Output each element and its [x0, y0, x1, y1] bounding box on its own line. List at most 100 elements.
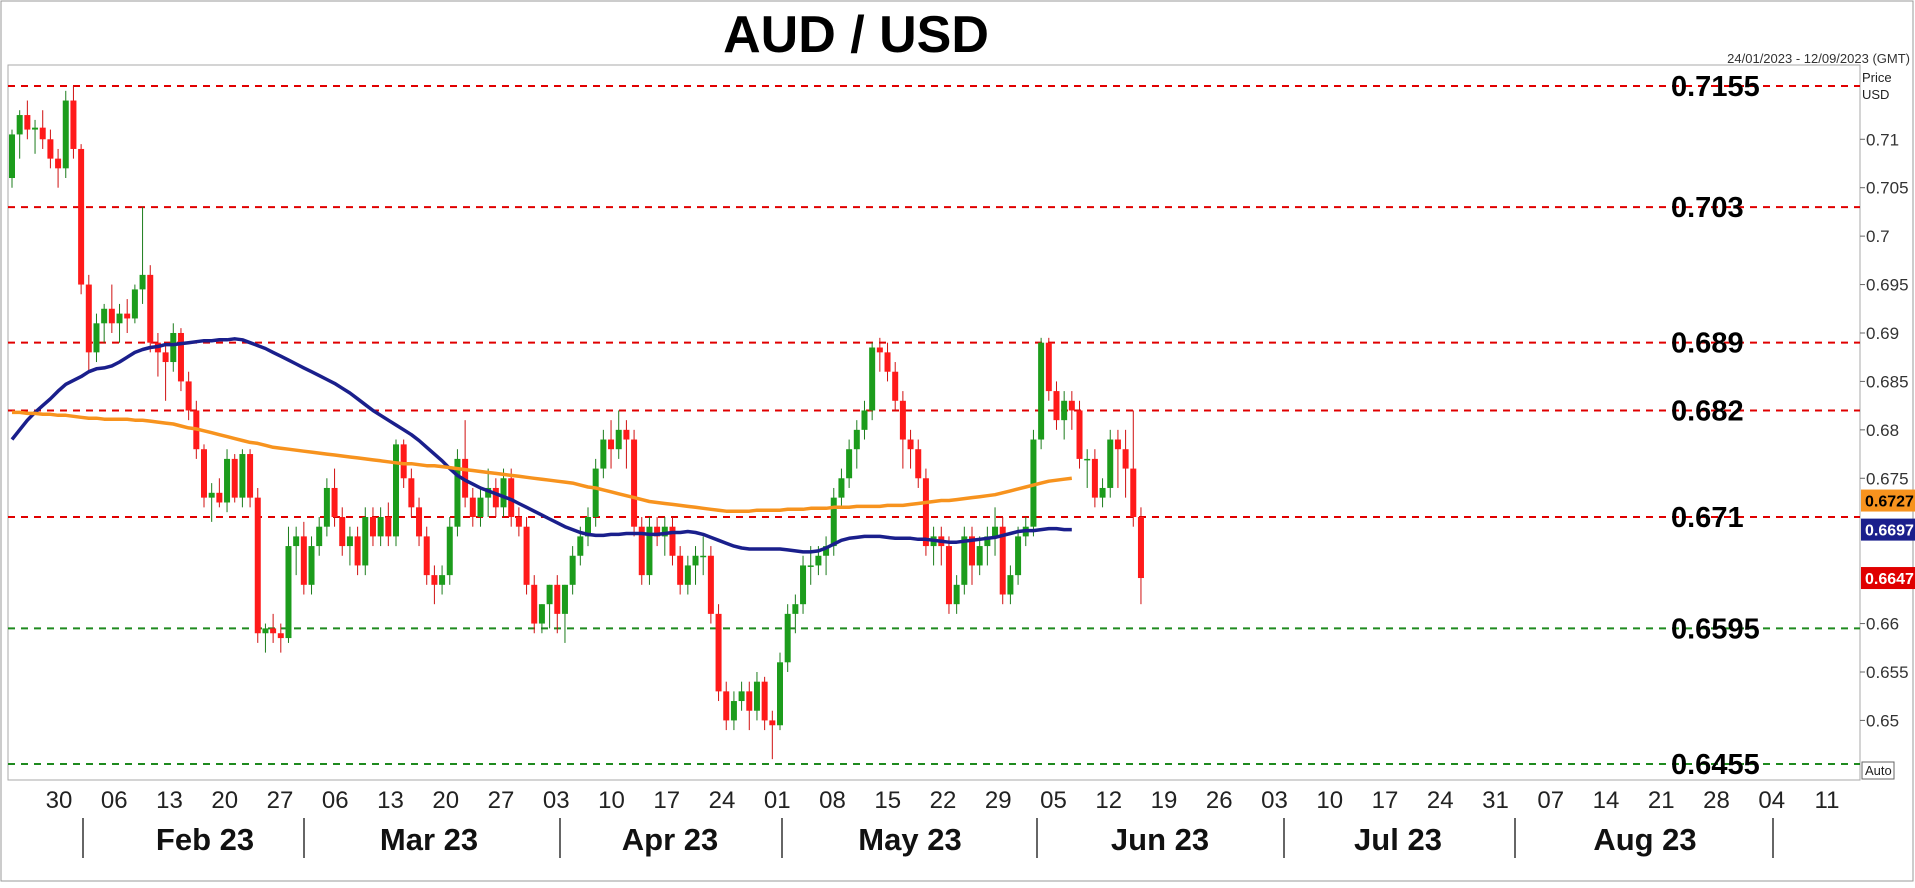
x-day-tick-23: 10 [1316, 787, 1343, 814]
candle-body [953, 584, 960, 605]
candle-body [454, 458, 461, 527]
candle-body [1030, 439, 1037, 527]
candle-body [423, 536, 430, 576]
chart-title: AUD / USD [723, 6, 989, 64]
candle-body [730, 701, 737, 721]
candle-body [439, 575, 446, 585]
candle-body [1068, 400, 1075, 411]
ma-line-fast [10, 337, 1072, 554]
candle-body [969, 536, 975, 566]
candle-body [669, 526, 676, 556]
candle-body [761, 681, 768, 721]
candle-body [339, 517, 346, 547]
candle-body [162, 352, 169, 363]
candle-body [239, 454, 246, 498]
x-day-tick-28: 14 [1593, 787, 1620, 814]
candle-body [546, 584, 553, 605]
y-tick-label-7: 0.675 [1866, 469, 1909, 488]
x-day-tick-29: 21 [1648, 787, 1675, 814]
candle-body [93, 323, 100, 353]
candle-body [838, 478, 845, 498]
x-day-tick-15: 15 [874, 787, 901, 814]
candle-body [792, 604, 799, 614]
candle-body [500, 478, 507, 508]
price-tag-box-0 [1861, 489, 1915, 512]
candle-body [1114, 439, 1121, 450]
candle-body [124, 313, 131, 319]
candle-body [477, 497, 484, 518]
candle-body [600, 439, 607, 469]
candle-body [55, 158, 62, 169]
candle-body [208, 492, 215, 498]
candle-body [431, 575, 438, 585]
candle-body [62, 100, 69, 169]
candle-body [869, 347, 876, 411]
x-month-label-4: Jun 23 [1111, 822, 1209, 857]
price-tag-label-2: 0.6647 [1865, 571, 1914, 588]
candle-body [32, 127, 39, 130]
candle-body [323, 487, 330, 527]
candle-body [1084, 458, 1091, 461]
level-label-1: 0.703 [1671, 192, 1744, 224]
candle-body [853, 429, 860, 450]
candle-body [1107, 439, 1114, 488]
auto-button[interactable] [1861, 761, 1895, 780]
candle-body [247, 454, 254, 498]
candle-body [285, 546, 292, 639]
candle-body [723, 691, 730, 721]
price-tag-box-1 [1861, 518, 1915, 541]
candle-body [523, 526, 530, 585]
candle-body [707, 555, 714, 614]
candle-body [9, 134, 15, 179]
level-label-6: 0.6455 [1671, 749, 1760, 781]
candle-body [577, 536, 584, 556]
candle-body [24, 115, 31, 130]
x-month-label-5: Jul 23 [1354, 822, 1442, 857]
x-month-label-2: Apr 23 [622, 822, 718, 857]
candle-body [846, 449, 853, 479]
candle-body [769, 720, 776, 726]
candle-body [1099, 487, 1106, 498]
x-day-tick-32: 11 [1815, 787, 1840, 814]
level-label-3: 0.682 [1671, 395, 1744, 427]
x-day-tick-6: 13 [377, 787, 404, 814]
y-unit-currency: USD [1862, 87, 1889, 102]
candle-body [777, 662, 783, 726]
candle-body [408, 478, 415, 508]
candle-body [861, 410, 868, 430]
candle-body [316, 526, 323, 547]
candle-body [1045, 342, 1052, 392]
x-day-tick-19: 12 [1095, 787, 1122, 814]
y-tick-label-9: 0.655 [1866, 663, 1909, 682]
y-tick-label-10: 0.65 [1866, 711, 1899, 730]
candle-body [784, 613, 791, 663]
candle-body [715, 613, 722, 692]
candle-body [830, 497, 837, 547]
candle-body [1076, 410, 1083, 459]
candle-body [999, 526, 1006, 595]
x-day-tick-7: 20 [432, 787, 459, 814]
candle-body [892, 371, 899, 401]
plot-border [7, 64, 1861, 781]
candle-body [16, 115, 23, 135]
candle-body [492, 487, 499, 508]
candle-body [1038, 342, 1045, 440]
candle-body [538, 604, 545, 624]
candle-body [108, 308, 115, 324]
candle-body [561, 584, 568, 614]
date-range: 24/01/2023 - 12/09/2023 (GMT) [1727, 51, 1910, 66]
y-tick-label-6: 0.68 [1866, 421, 1899, 440]
candle-body [976, 546, 983, 566]
candle-body [984, 536, 991, 547]
candle-body [485, 487, 492, 498]
y-tick-label-0: 0.71 [1866, 130, 1899, 149]
candle-body [508, 478, 515, 518]
candle-body [1122, 449, 1129, 469]
price-tag-box-2 [1861, 567, 1915, 590]
candle-body [631, 439, 638, 527]
candle-body [515, 517, 522, 527]
x-day-tick-9: 03 [543, 787, 570, 814]
candle-body [945, 546, 952, 605]
x-day-tick-8: 27 [488, 787, 515, 814]
